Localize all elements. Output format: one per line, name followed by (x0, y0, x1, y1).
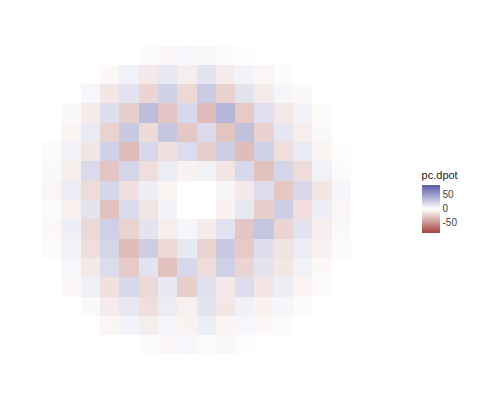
svg-text:-50: -50 (443, 217, 458, 228)
svg-text:0: 0 (443, 203, 449, 214)
svg-text:50: 50 (443, 189, 455, 200)
svg-text:pc.dpot: pc.dpot (422, 169, 458, 181)
